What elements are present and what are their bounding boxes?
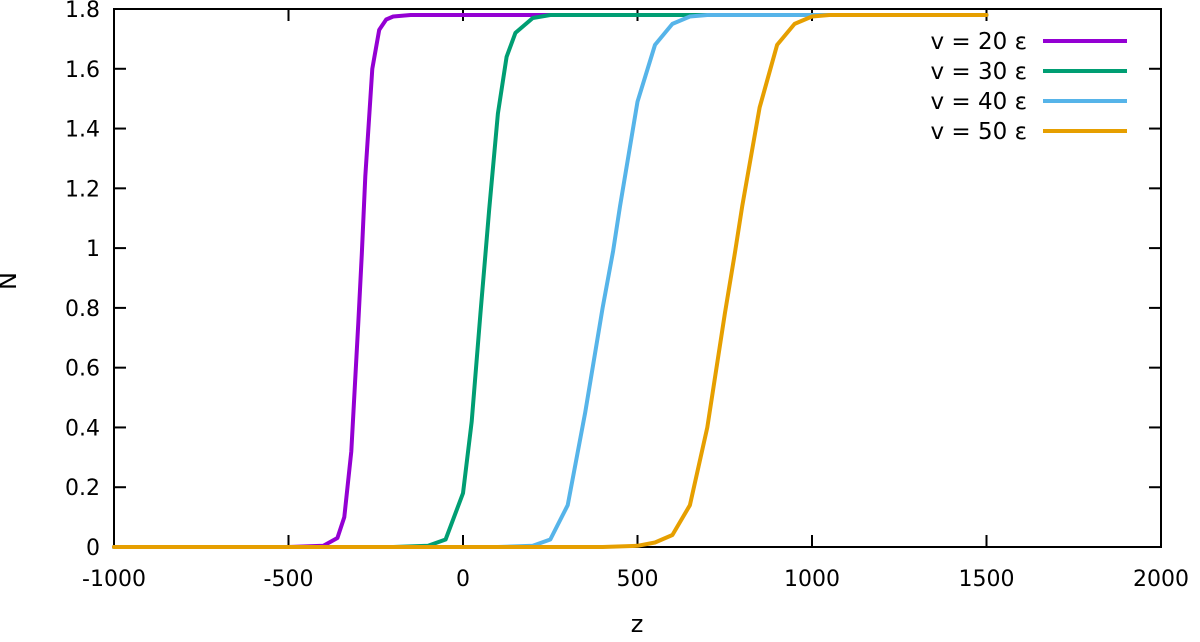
y-tick-label: 1.6: [65, 58, 100, 83]
y-tick-label: 0.2: [65, 476, 100, 501]
x-tick-label: 2000: [1133, 567, 1189, 592]
series-line-4: [112, 13, 989, 549]
y-tick-label: 0: [86, 536, 100, 561]
legend-label-3: v = 40 ε: [930, 89, 1027, 115]
series-line-2: [112, 13, 989, 549]
y-tick-label: 1: [86, 237, 100, 262]
y-tick-label: 1.4: [65, 118, 100, 143]
y-tick-label: 1.8: [65, 0, 100, 23]
x-tick-label: -1000: [82, 567, 146, 592]
y-tick-label: 1.2: [65, 177, 100, 202]
y-tick-label: 0.4: [65, 416, 100, 441]
x-tick-label: 1000: [784, 567, 840, 592]
legend-label-2: v = 30 ε: [930, 59, 1027, 85]
x-tick-label: 500: [617, 567, 659, 592]
legend: v = 20 ε v = 30 ε v = 40 ε v = 50 ε: [930, 29, 1127, 145]
y-axis-label: N: [0, 272, 22, 290]
y-tick-label: 0.6: [65, 357, 100, 382]
series-layer: [112, 13, 989, 549]
legend-label-4: v = 50 ε: [930, 119, 1027, 145]
series-line-1: [112, 13, 989, 549]
x-axis-label: z: [631, 610, 644, 638]
legend-label-1: v = 20 ε: [930, 29, 1027, 55]
series-line-3: [112, 13, 989, 549]
x-tick-label: 1500: [959, 567, 1015, 592]
x-tick-label: 0: [456, 567, 470, 592]
ticks-layer: -1000 -500 0 500 1000 1500 2000 0 0.2 0.4 0.6 0.8 1 1…: [65, 0, 1189, 592]
y-tick-label: 0.8: [65, 297, 100, 322]
x-tick-label: -500: [264, 567, 314, 592]
